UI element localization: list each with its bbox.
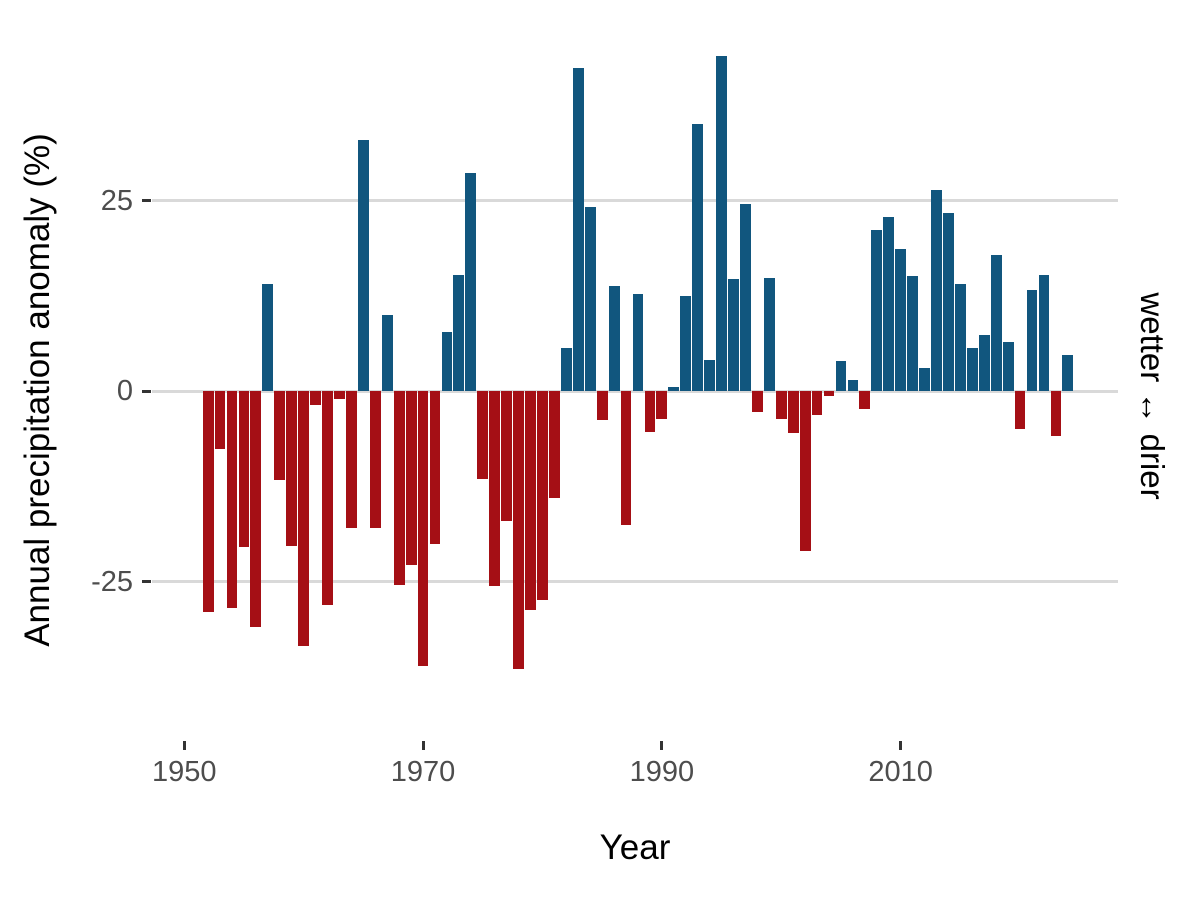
bar-2004	[823, 391, 835, 396]
y-tick-mark--25	[142, 580, 151, 584]
bar-1965	[357, 139, 369, 392]
bar-2000	[775, 391, 787, 419]
bar-2016	[966, 347, 978, 392]
bar-1974	[465, 173, 477, 392]
bar-2013	[931, 189, 942, 392]
bar-1962	[322, 391, 333, 605]
bar-1986	[608, 285, 620, 392]
bar-2018	[990, 254, 1002, 392]
bar-2022	[1038, 274, 1050, 392]
bar-1992	[680, 295, 692, 392]
chart-panel	[152, 20, 1118, 741]
bar-1978	[513, 391, 524, 669]
x-tick-label-1970: 1970	[390, 756, 456, 788]
bar-2011	[907, 276, 919, 392]
bar-2007	[859, 391, 871, 409]
bar-1964	[346, 391, 357, 529]
bar-1994	[704, 359, 716, 392]
bar-2021	[1026, 289, 1038, 392]
gridline-y-0	[152, 389, 1118, 393]
bar-1993	[692, 124, 704, 392]
x-tick-label-2010: 2010	[868, 756, 933, 788]
x-tick-mark-1970	[421, 741, 425, 750]
bar-1969	[405, 391, 417, 565]
bar-1998	[751, 391, 763, 412]
bar-2014	[943, 212, 954, 392]
bar-1981	[549, 391, 560, 498]
bar-2024	[1062, 354, 1074, 392]
bar-1975	[477, 391, 489, 479]
x-tick-label-1950: 1950	[151, 756, 217, 788]
x-tick-mark-1950	[182, 741, 186, 750]
bar-1956	[250, 391, 262, 628]
bar-2010	[895, 248, 907, 392]
bar-1960	[298, 391, 310, 647]
bar-2005	[835, 360, 847, 392]
bar-1955	[238, 391, 250, 548]
x-tick-label-1990: 1990	[629, 756, 695, 788]
bar-1983	[572, 68, 584, 392]
bar-1999	[763, 277, 775, 392]
bar-1989	[644, 391, 656, 432]
bar-1952	[202, 391, 214, 613]
bar-1996	[728, 279, 739, 392]
bar-1961	[310, 391, 321, 405]
y-tick-label-25: 25	[100, 184, 133, 217]
bar-2001	[787, 391, 799, 434]
bar-1967	[381, 314, 393, 392]
bar-1995	[716, 55, 727, 392]
x-tick-mark-2010	[899, 741, 903, 750]
bar-2017	[978, 334, 990, 392]
bar-1976	[489, 391, 501, 586]
y-tick-label-0: 0	[116, 375, 133, 408]
x-tick-mark-1990	[660, 741, 664, 750]
gridline-y--25	[152, 580, 1118, 584]
bar-1972	[441, 332, 453, 392]
bar-1985	[596, 391, 608, 421]
y-tick-mark-0	[142, 389, 151, 393]
bar-1977	[501, 391, 513, 521]
bar-1963	[334, 391, 345, 399]
bar-1957	[262, 284, 274, 392]
bar-2020	[1014, 391, 1026, 429]
bar-1982	[560, 348, 572, 392]
x-axis-title: Year	[599, 828, 671, 867]
bar-2006	[847, 379, 859, 392]
bar-1954	[226, 391, 238, 609]
wetter-drier-axis-label: wetter ↔ drier	[1134, 292, 1171, 500]
bar-2012	[919, 368, 930, 392]
bar-2019	[1002, 342, 1014, 392]
gridline-y-25	[152, 199, 1118, 203]
bar-1970	[417, 391, 429, 666]
bar-2009	[883, 216, 895, 392]
y-tick-mark-25	[142, 199, 151, 203]
bar-2015	[954, 284, 966, 392]
bar-1971	[429, 391, 441, 544]
bar-1958	[274, 391, 286, 481]
bar-1979	[525, 391, 536, 610]
bar-1987	[620, 391, 632, 525]
bar-2003	[811, 391, 823, 415]
bar-2008	[871, 229, 883, 392]
bar-1990	[656, 391, 668, 420]
bar-1973	[453, 275, 465, 392]
bar-1991	[668, 386, 680, 392]
y-tick-label--25: -25	[91, 565, 133, 598]
bar-1953	[214, 391, 226, 450]
bar-1988	[632, 294, 644, 392]
bar-1997	[740, 204, 751, 392]
bar-1980	[537, 391, 548, 600]
bar-2023	[1050, 391, 1062, 437]
bar-1968	[393, 391, 405, 585]
bar-1984	[584, 206, 596, 392]
bar-1966	[369, 391, 381, 529]
bar-2002	[799, 391, 811, 552]
bar-1959	[286, 391, 298, 546]
